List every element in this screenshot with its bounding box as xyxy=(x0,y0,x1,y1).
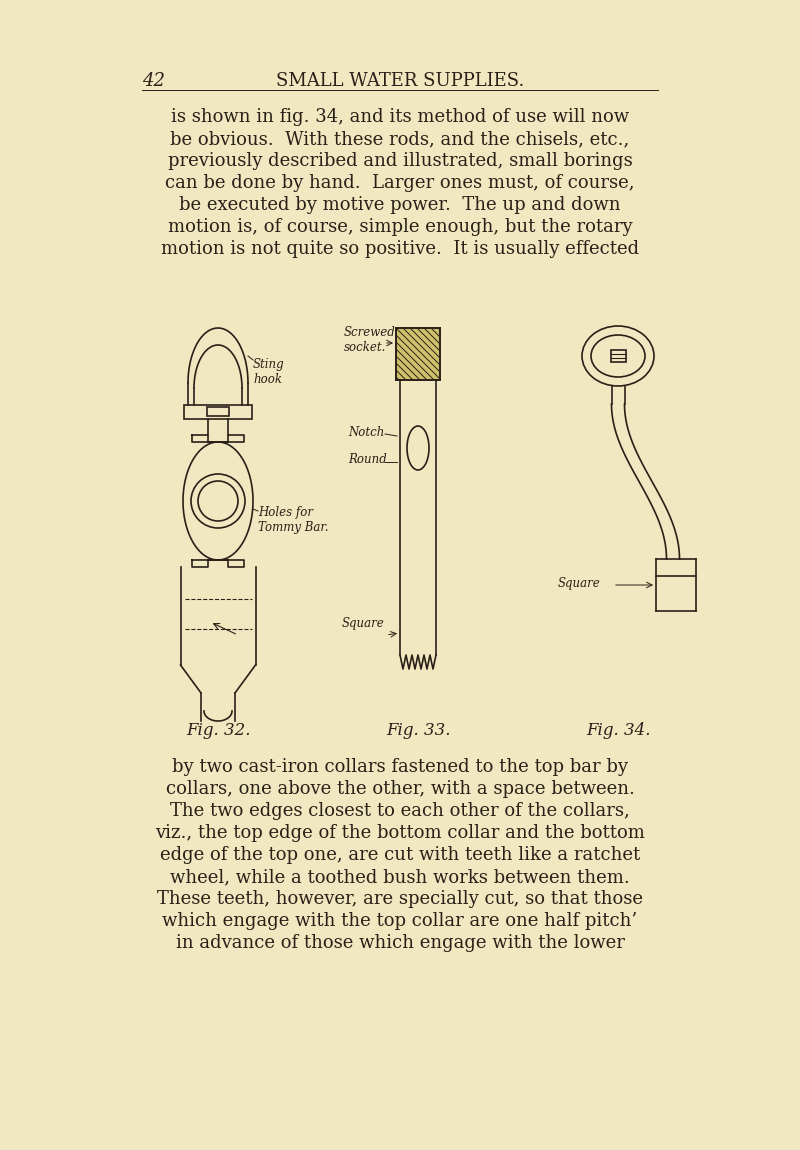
Text: edge of the top one, are cut with teeth like a ratchet: edge of the top one, are cut with teeth … xyxy=(160,846,640,864)
Text: Screwed
socket.: Screwed socket. xyxy=(344,325,396,354)
Bar xyxy=(207,407,229,416)
Text: Notch: Notch xyxy=(348,426,384,439)
Text: 42: 42 xyxy=(142,72,165,90)
Text: previously described and illustrated, small borings: previously described and illustrated, sm… xyxy=(168,152,632,170)
Text: Square: Square xyxy=(342,618,385,630)
Text: can be done by hand.  Larger ones must, of course,: can be done by hand. Larger ones must, o… xyxy=(166,174,634,192)
Bar xyxy=(610,350,626,362)
Text: which engage with the top collar are one half pitch’: which engage with the top collar are one… xyxy=(162,912,638,930)
Text: be obvious.  With these rods, and the chisels, etc.,: be obvious. With these rods, and the chi… xyxy=(170,130,630,148)
Text: viz., the top edge of the bottom collar and the bottom: viz., the top edge of the bottom collar … xyxy=(155,825,645,842)
Text: Holes for
Tommy Bar.: Holes for Tommy Bar. xyxy=(258,506,329,534)
Text: Fig. 32.: Fig. 32. xyxy=(186,722,250,739)
Ellipse shape xyxy=(407,426,429,470)
Text: Sting
hook: Sting hook xyxy=(253,358,285,386)
Text: Fig. 34.: Fig. 34. xyxy=(586,722,650,739)
Text: Round: Round xyxy=(348,453,386,466)
Text: SMALL WATER SUPPLIES.: SMALL WATER SUPPLIES. xyxy=(276,72,524,90)
Text: These teeth, however, are specially cut, so that those: These teeth, however, are specially cut,… xyxy=(157,890,643,908)
Text: motion is, of course, simple enough, but the rotary: motion is, of course, simple enough, but… xyxy=(168,218,632,236)
Text: Square: Square xyxy=(558,577,600,590)
Text: motion is not quite so positive.  It is usually effected: motion is not quite so positive. It is u… xyxy=(161,240,639,258)
Text: is shown in fig. 34, and its method of use will now: is shown in fig. 34, and its method of u… xyxy=(171,108,629,126)
Text: in advance of those which engage with the lower: in advance of those which engage with th… xyxy=(175,934,625,952)
Text: wheel, while a toothed bush works between them.: wheel, while a toothed bush works betwee… xyxy=(170,868,630,886)
Text: by two cast-iron collars fastened to the top bar by: by two cast-iron collars fastened to the… xyxy=(172,758,628,776)
Bar xyxy=(396,328,440,380)
Text: The two edges closest to each other of the collars,: The two edges closest to each other of t… xyxy=(170,802,630,820)
Text: Fig. 33.: Fig. 33. xyxy=(386,722,450,739)
Text: collars, one above the other, with a space between.: collars, one above the other, with a spa… xyxy=(166,780,634,798)
Bar xyxy=(184,405,252,419)
Text: be executed by motive power.  The up and down: be executed by motive power. The up and … xyxy=(179,196,621,214)
